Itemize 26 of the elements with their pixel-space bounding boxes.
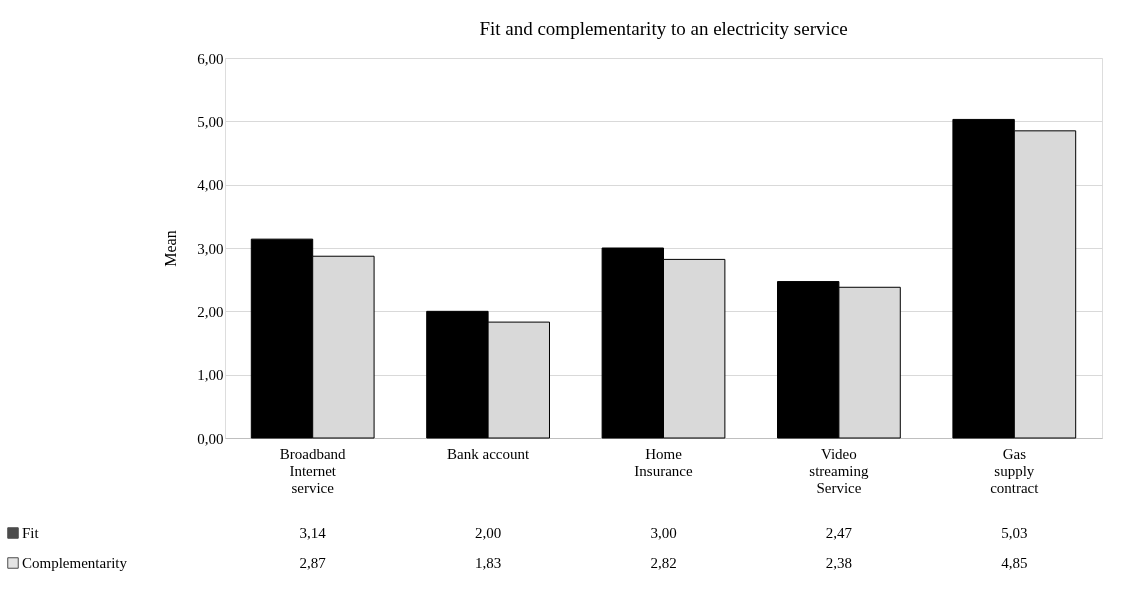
y-tick-label: 3,00 (197, 240, 224, 257)
data-label: 2,87 (299, 555, 327, 571)
data-label: 2,82 (650, 555, 677, 571)
y-tick-label: 5,00 (197, 113, 224, 130)
x-tick-label: Broadband Internet service (279, 445, 347, 496)
y-tick-label: 4,00 (197, 177, 224, 194)
y-tick-label: 1,00 (197, 367, 224, 384)
x-tick-label: Bank account (447, 445, 530, 462)
x-tick-label: Video streaming Service (809, 445, 869, 496)
y-tick-label: 6,00 (197, 50, 224, 67)
legend-label: Complementarity (22, 555, 128, 571)
legend-label: Fit (22, 525, 40, 541)
data-label: 2,47 (825, 525, 853, 541)
data-label: 4,85 (1001, 555, 1028, 571)
data-label: 5,03 (1001, 525, 1028, 541)
data-label: 1,83 (474, 555, 502, 571)
data-label: 2,00 (474, 525, 502, 541)
y-tick-label: 2,00 (197, 303, 224, 320)
data-label: 3,00 (650, 525, 677, 541)
chart-title: Fit and complementarity to an electricity service (479, 18, 848, 39)
y-axis-title: Mean (162, 230, 180, 267)
x-tick-label: Home Insurance (634, 445, 693, 479)
data-label: 3,14 (299, 525, 327, 541)
data-label: 2,38 (825, 555, 853, 571)
x-tick-label: Gas supply contract (990, 445, 1040, 496)
y-tick-label: 0,00 (197, 430, 224, 447)
